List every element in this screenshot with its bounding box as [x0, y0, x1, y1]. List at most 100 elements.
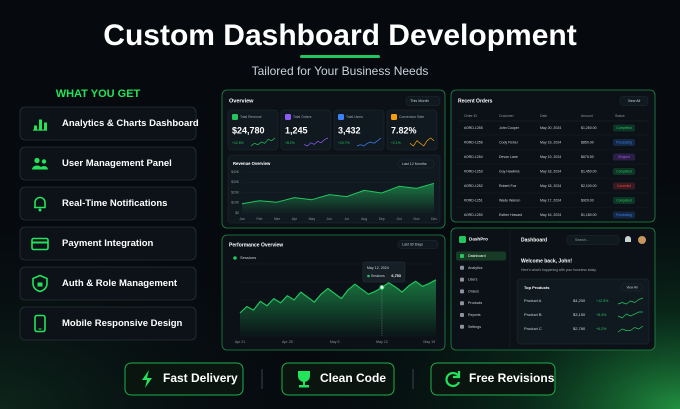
status-label: Processing	[616, 140, 632, 144]
menu-icon	[460, 265, 464, 270]
search-box	[566, 235, 620, 245]
y-tick-label: $40K	[231, 170, 240, 174]
x-tick-label: Aug	[361, 217, 367, 221]
column-header: Date	[540, 114, 547, 118]
product-change: +6.2%	[596, 327, 607, 331]
status-label: Completed	[616, 198, 632, 202]
sparkline	[303, 137, 329, 147]
cell: Cody Fisher	[499, 140, 519, 144]
status-badge	[613, 211, 635, 219]
menu-icon	[460, 313, 464, 317]
cell: May 19, 2024	[540, 155, 561, 159]
page-title: Dashboard	[521, 237, 547, 243]
kpi-value: 7.82%	[391, 125, 417, 135]
tooltip-date: May 12, 2024	[367, 266, 389, 270]
feature-label: Auth & Role Management	[62, 278, 178, 289]
sparkline	[409, 137, 435, 147]
kpi-label: Total Orders	[293, 115, 312, 119]
cell: $2,100.00	[581, 184, 597, 188]
badge-label: Clean Code	[320, 371, 386, 385]
product-name: Product B	[524, 312, 542, 317]
cell: May 19, 2024	[540, 140, 561, 144]
kpi-card	[386, 109, 438, 151]
feature-card	[19, 186, 197, 221]
cell: #ORD-1252	[464, 184, 483, 188]
cell: May 18, 2024	[540, 169, 561, 173]
product-value: $4,200	[573, 298, 586, 303]
feature-card	[19, 306, 197, 341]
status-label: Completed	[616, 126, 632, 130]
cell: Esther Howard	[499, 213, 522, 217]
feature-label: User Management Panel	[62, 158, 172, 169]
x-tick-label: May	[309, 217, 316, 221]
menu-item: Analytics	[468, 266, 483, 270]
cell: #ORD-1255	[464, 126, 483, 130]
cell: $1,180.00	[581, 213, 597, 217]
x-tick-label: Apr 21	[235, 340, 246, 344]
icon	[34, 196, 46, 209]
cell: May 17, 2024	[540, 198, 561, 202]
x-tick-label: Mar	[274, 217, 281, 221]
sparkline	[356, 137, 382, 147]
kpi-icon	[391, 114, 397, 120]
x-tick-label: Nov	[414, 217, 420, 221]
feature-card	[19, 106, 197, 141]
menu-item: Products	[468, 301, 482, 305]
title: Custom Dashboard Development	[103, 19, 576, 52]
feature-label: Real-Time Notifications	[62, 198, 167, 209]
legend-label: Sessions	[240, 255, 256, 260]
welcome-sub: Here's what's happening with your busine…	[521, 268, 597, 272]
status-badge	[613, 197, 635, 204]
kpi-card	[227, 109, 279, 151]
legend-dot	[233, 256, 237, 260]
menu-item: Users	[468, 278, 478, 282]
orders-panel	[450, 89, 656, 223]
kpi-card	[280, 109, 332, 151]
products-card	[516, 278, 650, 345]
kpi-value: 3,432	[338, 125, 361, 135]
x-tick-label: May 12	[376, 340, 388, 344]
sparkline	[250, 137, 276, 147]
cell: $850.00	[581, 140, 594, 144]
x-tick-label: Jun	[327, 217, 333, 221]
product-value: $3,150	[573, 312, 586, 317]
icon	[303, 381, 305, 385]
feature-label: Payment Integration	[62, 238, 154, 249]
column-header: Status	[615, 114, 625, 118]
cell: Devon Lane	[499, 155, 518, 159]
panel-title: Overview	[229, 98, 254, 104]
chart-title: Revenue Overview	[233, 161, 271, 166]
logo	[459, 236, 466, 243]
feature-card	[19, 226, 197, 261]
subtitle: Tailored for Your Business Needs	[252, 64, 429, 78]
x-tick-label: Apr	[292, 217, 298, 221]
status-badge	[613, 168, 635, 175]
panel-title: Performance Overview	[229, 242, 283, 248]
area	[240, 279, 436, 336]
product-name: Product A	[524, 298, 542, 303]
kpi-card	[333, 109, 385, 151]
kpi-icon	[338, 114, 344, 120]
cell: #ORD-1256	[464, 140, 483, 144]
x-tick-label: May 5	[330, 340, 340, 344]
icon	[38, 328, 42, 330]
button	[619, 96, 649, 106]
icon	[31, 237, 49, 251]
status-label: Completed	[616, 169, 632, 173]
x-tick-label: Jan	[239, 217, 245, 221]
cell: $675.50	[581, 155, 594, 159]
sparkline	[617, 311, 643, 319]
sparkline	[617, 325, 644, 333]
y-tick-label: $0	[235, 211, 239, 215]
tooltip-value: 6,753	[391, 274, 401, 278]
revenue-line	[241, 182, 435, 205]
product-change: +12.5%	[596, 299, 609, 303]
legend-dot	[367, 274, 370, 278]
x-tick-label: Apr 28	[282, 340, 293, 344]
icon	[34, 314, 46, 333]
menu-active	[456, 251, 506, 261]
icon	[34, 125, 37, 130]
button-label: View All	[626, 285, 637, 289]
sparkline	[617, 297, 644, 305]
